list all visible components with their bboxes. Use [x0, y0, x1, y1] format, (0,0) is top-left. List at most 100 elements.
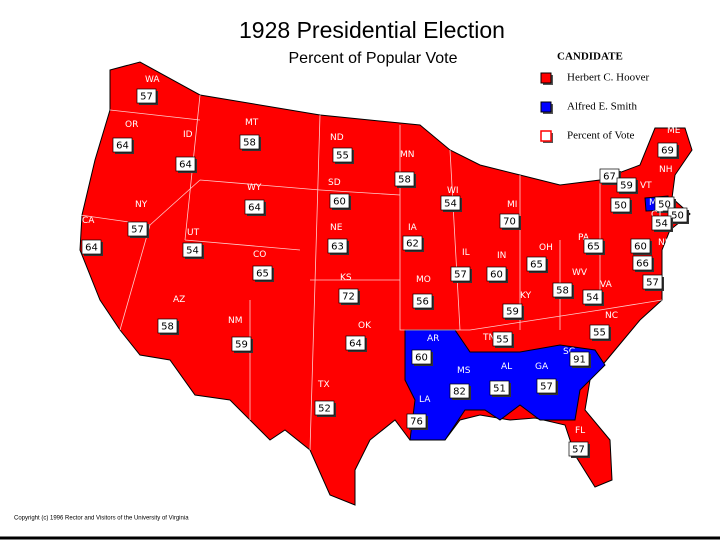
state-percent: 63	[331, 242, 344, 253]
state-abbr: NM	[228, 316, 243, 326]
percent-box	[231, 336, 252, 352]
subtitle: Percent of Popular Vote	[289, 50, 458, 67]
state-abbr: WY	[247, 183, 262, 193]
percent-box	[610, 197, 631, 213]
percent-box	[402, 235, 423, 251]
legend-swatch	[540, 130, 552, 142]
state-percent: 54	[444, 199, 457, 210]
state-abbr: WV	[572, 268, 588, 278]
state-percent: 54	[186, 246, 199, 257]
state-percent: 64	[116, 141, 129, 152]
percent-box	[394, 171, 415, 187]
state-percent: 55	[593, 328, 606, 339]
legend-label: Alfred E. Smith	[567, 101, 637, 113]
state-abbr: NJ	[658, 238, 667, 248]
state-abbr: WI	[447, 186, 459, 196]
percent-box	[175, 156, 196, 172]
state-percent: 62	[406, 239, 419, 250]
state-abbr: IN	[497, 251, 506, 261]
legend-swatch	[540, 101, 552, 113]
state-percent: 55	[496, 335, 509, 346]
percent-box	[314, 400, 335, 416]
percent-box	[412, 293, 433, 309]
state-percent: 52	[318, 404, 331, 415]
state-abbr: OH	[539, 243, 553, 253]
percent-box	[569, 351, 590, 367]
state-percent: 64	[179, 160, 192, 171]
percent-box	[654, 196, 675, 212]
legend-label: Percent of Vote	[567, 130, 635, 142]
percent-box	[182, 242, 203, 258]
percent-box	[599, 168, 620, 184]
state-percent: 58	[556, 286, 569, 297]
legend-title: CANDIDATE	[557, 51, 623, 63]
state-abbr: CA	[82, 216, 95, 226]
state-percent: 54	[586, 293, 599, 304]
state-percent: 58	[243, 138, 256, 149]
copyright: Copyright (c) 1996 Rector and Visitors o…	[14, 516, 189, 522]
state-abbr: AZ	[173, 295, 185, 305]
percent-box	[536, 378, 557, 394]
percent-box	[449, 383, 470, 399]
percent-box	[568, 441, 589, 457]
state-percent: 56	[416, 297, 429, 308]
state-abbr: AL	[501, 362, 512, 372]
state-percent: 60	[333, 197, 346, 208]
state-abbr: VA	[600, 280, 613, 290]
state-abbr: OR	[125, 120, 138, 130]
state-abbr: NH	[659, 165, 673, 175]
state-percent: 65	[530, 260, 543, 271]
state-abbr: FL	[575, 426, 585, 436]
percent-box	[157, 318, 178, 334]
state-percent: 57	[131, 225, 144, 236]
percent-box	[244, 199, 265, 215]
percent-box	[616, 177, 637, 193]
state-abbr: AR	[427, 334, 439, 344]
percent-box	[112, 137, 133, 153]
state-abbr: TN	[482, 333, 495, 343]
state-abbr: ND	[330, 133, 344, 143]
state-percent: 60	[415, 353, 428, 364]
percent-box	[583, 238, 604, 254]
state-abbr: TX	[317, 380, 330, 390]
percent-box	[136, 88, 157, 104]
percent-box	[127, 221, 148, 237]
state-abbr: IL	[462, 248, 470, 258]
state-abbr: DE	[662, 258, 675, 268]
percent-box	[338, 288, 359, 304]
state-abbr: SC	[563, 347, 575, 357]
state-percent: 64	[248, 203, 261, 214]
legend-swatch	[540, 72, 552, 84]
state-abbr: PA	[578, 233, 590, 243]
state-percent: 72	[342, 292, 355, 303]
state-percent: 70	[503, 217, 516, 228]
state-abbr: GA	[535, 362, 549, 372]
state-abbr: ID	[183, 130, 193, 140]
percent-box	[552, 282, 573, 298]
percent-box	[329, 193, 350, 209]
state-percent: 51	[493, 384, 506, 395]
percent-box	[406, 413, 427, 429]
state-abbr: RI	[697, 208, 706, 218]
state-abbr: NY	[135, 200, 148, 210]
percent-box	[450, 266, 471, 282]
state-percent: 91	[573, 355, 586, 366]
state-percent: 54	[655, 219, 668, 230]
percent-box	[440, 195, 461, 211]
state-percent: 60	[634, 242, 647, 253]
state-percent: 55	[336, 151, 349, 162]
state-percent: 65	[587, 242, 600, 253]
state-abbr: MD	[672, 273, 687, 283]
title: 1928 Presidential Election	[239, 17, 505, 43]
percent-box	[499, 213, 520, 229]
state-abbr: MT	[245, 118, 259, 128]
percent-box	[327, 238, 348, 254]
percent-box	[651, 215, 672, 231]
state-abbr: IA	[408, 223, 418, 233]
state-percent: 64	[85, 243, 98, 254]
state-abbr: VT	[640, 181, 652, 191]
state-percent: 67	[603, 172, 616, 183]
state-percent: 50	[614, 201, 627, 212]
percent-box	[489, 380, 510, 396]
state-percent: 57	[540, 382, 553, 393]
